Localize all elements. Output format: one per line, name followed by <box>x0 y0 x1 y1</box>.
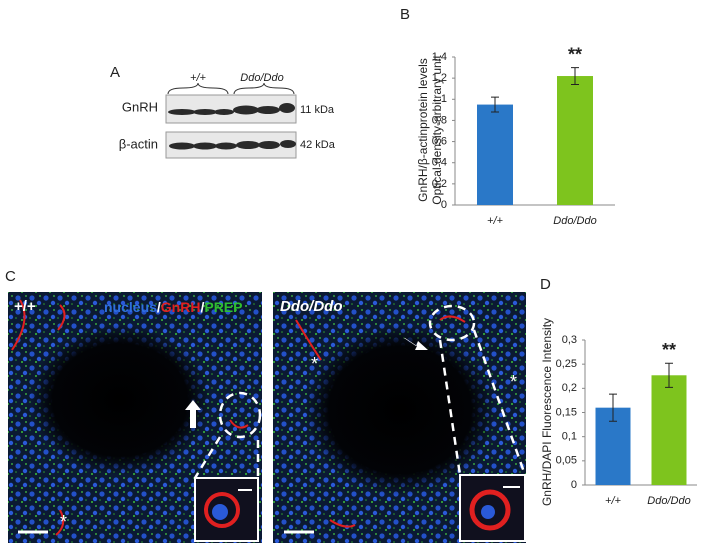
y-axis-label: GnRH/β-actinprotein levels <box>416 58 430 202</box>
panel-label: D <box>540 276 551 293</box>
error-bar <box>665 362 673 388</box>
asterisk: * <box>60 512 67 532</box>
x-tick-label: Ddo/Ddo <box>553 215 596 227</box>
separator: / <box>200 299 204 315</box>
bar <box>557 76 593 206</box>
y-tick-label: 0,05 <box>556 455 577 467</box>
lumen <box>30 325 210 475</box>
bar <box>477 104 513 205</box>
bands <box>168 103 296 150</box>
bracket <box>167 82 229 95</box>
bar <box>651 375 687 485</box>
error-bar <box>609 393 617 422</box>
arrow <box>404 338 428 350</box>
arrow <box>185 400 201 428</box>
separator: / <box>157 299 161 315</box>
y-tick-label: 1,2 <box>432 72 447 84</box>
stain-label: nucleus <box>104 299 157 315</box>
significance: ** <box>662 340 676 360</box>
asterisk: * <box>311 354 318 374</box>
panel-label: B <box>400 6 410 23</box>
y-axis-label: Optical density-arbitrary unit <box>430 55 444 205</box>
panel-label: A <box>110 64 120 81</box>
inset-cell <box>469 489 511 531</box>
stain-legend: nucleus/GnRH/PREP <box>104 299 242 315</box>
error-bar <box>571 67 579 85</box>
stain-label: GnRH <box>161 299 201 315</box>
y-tick-label: 0,8 <box>432 114 447 126</box>
genotype-label: Ddo/Ddo <box>280 298 342 315</box>
y-tick-label: 1 <box>441 93 447 105</box>
inset-nucleus <box>481 505 495 519</box>
bracket <box>233 82 295 95</box>
inset-nucleus <box>212 504 228 520</box>
group-label: +/+ <box>190 72 206 84</box>
stain-label: PREP <box>204 299 242 315</box>
y-tick-label: 0,25 <box>556 358 577 370</box>
y-tick-label: 0,2 <box>562 382 577 394</box>
y-tick-label: 0,2 <box>432 178 447 190</box>
genotype-label: +/+ <box>14 298 36 315</box>
y-axis-label: GnRH/DAPI Fluorescence Intensity <box>540 318 554 506</box>
size-label: 11 kDa <box>300 104 335 116</box>
y-tick-label: 0 <box>571 479 577 491</box>
group-label: Ddo/Ddo <box>240 72 283 84</box>
row-label: GnRH <box>122 99 158 114</box>
callout <box>193 304 527 479</box>
significance: ** <box>568 44 582 64</box>
inset-cell <box>204 492 240 528</box>
lumen <box>305 325 495 495</box>
y-tick-label: 0,15 <box>556 406 577 418</box>
x-tick-label: +/+ <box>487 215 503 227</box>
y-tick-label: 0,3 <box>562 334 577 346</box>
panel-label: C <box>5 268 16 285</box>
y-tick-label: 0,1 <box>562 431 577 443</box>
x-tick-label: Ddo/Ddo <box>647 495 690 507</box>
y-tick-label: 0,6 <box>432 135 447 147</box>
y-tick-label: 0 <box>441 199 447 211</box>
y-tick-label: 0,4 <box>432 157 447 169</box>
x-tick-label: +/+ <box>605 495 621 507</box>
asterisk: * <box>510 372 517 392</box>
gnrh-signal <box>11 299 466 536</box>
size-label: 42 kDa <box>300 139 336 151</box>
error-bar <box>491 96 499 113</box>
y-tick-label: 1,4 <box>432 51 447 63</box>
row-label: β-actin <box>119 136 158 151</box>
